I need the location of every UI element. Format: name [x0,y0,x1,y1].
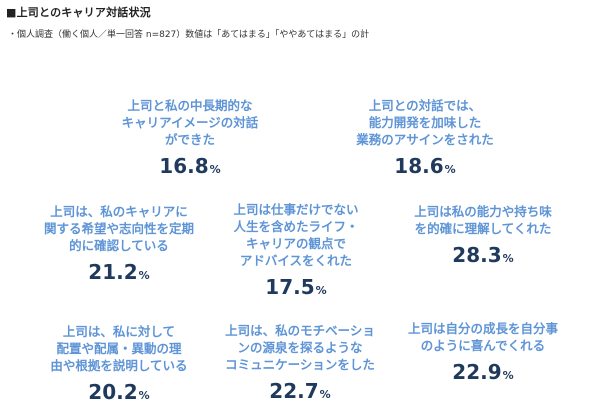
stat-value: 16.8% [110,156,270,176]
stat-label: 上司との対話では、 能力開発を加味した 業務のアサインをされた [356,98,494,147]
chart-title: ■上司とのキャリア対話状況 [6,6,151,19]
stat-unit: % [502,369,514,382]
stat-label: 上司は自分の成長を自分事 のように喜んでくれる [407,321,558,353]
chart-subtitle: ・個人調査（働く個人／単一回答 n=827）数値は「あてはまる」「ややあてはまる… [8,30,370,40]
stat-value: 22.7% [210,381,390,401]
stat-number: 16.8 [159,154,209,178]
stat-number: 17.5 [265,275,315,299]
stat-unit: % [444,163,456,176]
stat-number: 21.2 [88,260,138,284]
stat-block: 上司は自分の成長を自分事 のように喜んでくれる 22.9% [393,320,573,382]
stat-number: 18.6 [394,154,444,178]
stat-block: 上司は私の能力や持ち味 を的確に理解してくれた 28.3% [393,203,573,265]
stat-block: 上司は、私のキャリアに 関する希望や志向性を定期 的に確認している 21.2% [24,203,214,282]
stat-value: 21.2% [24,262,214,282]
stat-block: 上司は仕事だけでない 人生を含めたライフ・ キャリアの観点で アドバイスをくれた… [218,201,374,297]
stat-value: 22.9% [393,362,573,382]
stat-block: 上司と私の中長期的な キャリアイメージの対話 ができた 16.8% [110,97,270,176]
stat-number: 22.7 [269,379,319,403]
stat-value: 18.6% [335,156,515,176]
stat-label: 上司と私の中長期的な キャリアイメージの対話 ができた [121,98,259,147]
stat-unit: % [502,252,514,265]
stat-unit: % [315,284,327,297]
stat-number: 28.3 [452,243,502,267]
stat-unit: % [138,389,150,402]
stat-unit: % [138,269,150,282]
stat-block: 上司は、私のモチベーショ ンの源泉を探るような コミュニケーションをした 22.… [210,322,390,401]
stat-number: 22.9 [452,360,502,384]
stat-label: 上司は、私のキャリアに 関する希望や志向性を定期 的に確認している [43,204,194,253]
stat-block: 上司は、私に対して 配置や配属・異動の理 由や根拠を説明している 20.2% [24,323,214,402]
stat-label: 上司は、私に対して 配置や配属・異動の理 由や根拠を説明している [50,324,188,373]
stat-unit: % [209,163,221,176]
stat-label: 上司は私の能力や持ち味 を的確に理解してくれた [414,204,552,236]
stat-value: 17.5% [218,277,374,297]
stat-label: 上司は、私のモチベーショ ンの源泉を探るような コミュニケーションをした [225,323,375,372]
stat-value: 20.2% [24,382,214,402]
stat-number: 20.2 [88,380,138,404]
stat-block: 上司との対話では、 能力開発を加味した 業務のアサインをされた 18.6% [335,97,515,176]
stat-unit: % [319,388,331,401]
stat-value: 28.3% [393,245,573,265]
stat-label: 上司は仕事だけでない 人生を含めたライフ・ キャリアの観点で アドバイスをくれた [233,202,359,268]
